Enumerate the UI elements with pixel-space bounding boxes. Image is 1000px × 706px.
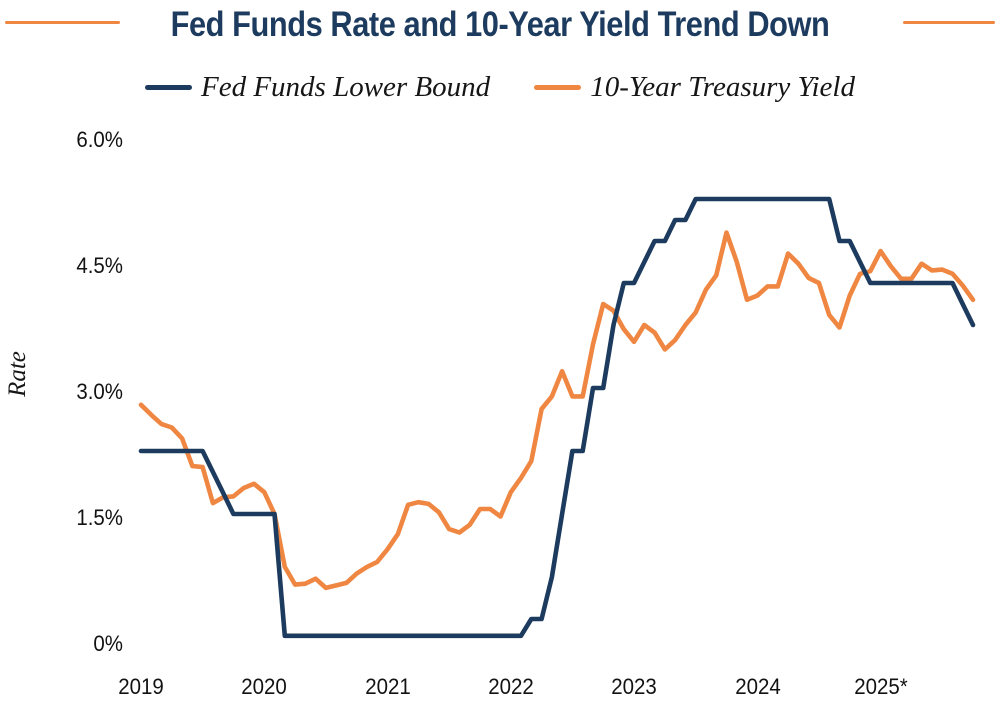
x-tick-2025: 2025* (854, 674, 908, 699)
title-row: Fed Funds Rate and 10-Year Yield Trend D… (0, 2, 1000, 44)
title-accent-left-line (5, 21, 120, 24)
y-tick-0: 0% (93, 631, 123, 656)
y-tick-4-5: 4.5% (76, 253, 123, 278)
x-tick-2022: 2022 (488, 674, 534, 699)
x-tick-2024: 2024 (735, 674, 781, 699)
legend-item-fed-funds: Fed Funds Lower Bound (145, 71, 490, 104)
y-tick-6-0: 6.0% (76, 127, 123, 152)
x-tick-2023: 2023 (611, 674, 657, 699)
treasury-yield-line-swatch-icon (534, 84, 582, 90)
page-title: Fed Funds Rate and 10-Year Yield Trend D… (170, 5, 830, 44)
x-tick-2020: 2020 (241, 674, 287, 699)
fed-funds-line-swatch-icon (145, 84, 192, 90)
chart-legend: Fed Funds Lower Bound 10-Year Treasury Y… (0, 71, 1000, 103)
fed-funds-lower-bound-line-series (138, 196, 976, 639)
10-year-treasury-yield-line-series (138, 230, 976, 591)
x-tick-2019: 2019 (118, 674, 164, 699)
y-tick-3-0: 3.0% (76, 379, 123, 404)
legend-item-treasury-yield: 10-Year Treasury Yield (534, 71, 855, 104)
y-tick-1-5: 1.5% (76, 505, 123, 530)
legend-label-treasury-yield: 10-Year Treasury Yield (590, 70, 855, 103)
title-accent-right-line (903, 21, 995, 24)
x-tick-2021: 2021 (365, 674, 411, 699)
legend-label-fed-funds: Fed Funds Lower Bound (201, 70, 491, 103)
